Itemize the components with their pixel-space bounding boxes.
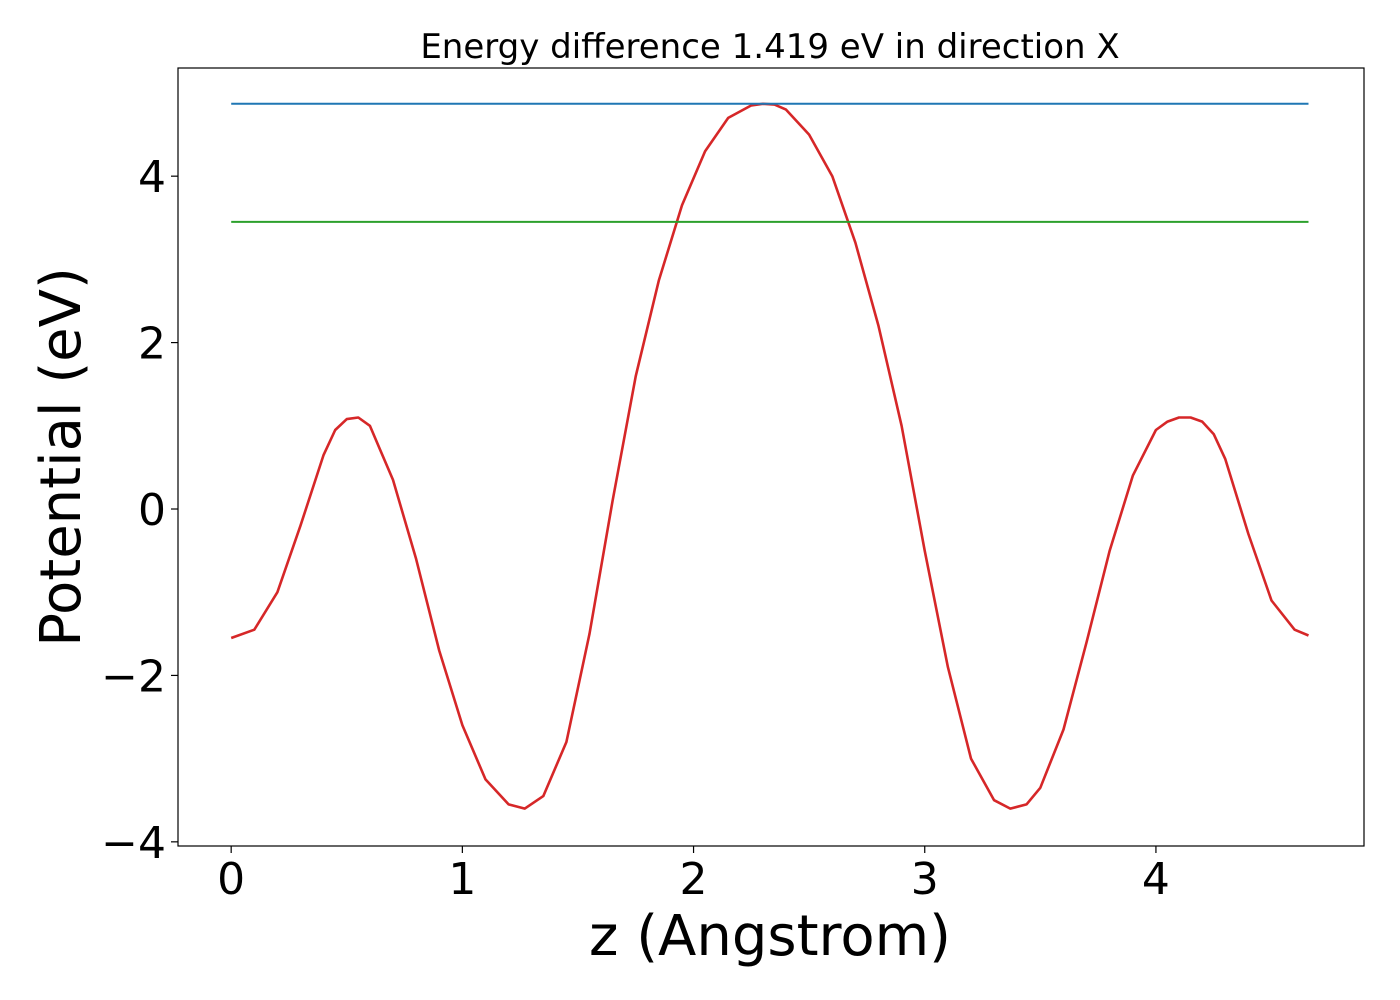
plot-frame (177, 67, 1365, 847)
x-tick-label-3: 3 (911, 854, 939, 905)
y-tick-label-2: 0 (138, 485, 166, 536)
series-layer (230, 102, 1310, 810)
x-axis-label: z (Angstrom) (589, 904, 951, 969)
x-tick-label-0: 0 (217, 854, 245, 905)
x-tick-label-1: 1 (448, 854, 476, 905)
y-tick-label-1: −2 (101, 651, 166, 702)
x-axis-ticks: 0 1 2 3 4 (217, 846, 1170, 905)
series-line-0 (230, 102, 1310, 810)
chart-title: Energy difference 1.419 eV in direction … (420, 27, 1119, 67)
x-tick-label-4: 4 (1142, 854, 1170, 905)
y-axis-label: Potential (eV) (29, 267, 94, 647)
y-tick-label-4: 4 (138, 152, 166, 203)
y-axis-ticks: −4 −2 0 2 4 (101, 152, 178, 869)
x-tick-label-2: 2 (680, 854, 708, 905)
y-tick-label-0: −4 (101, 818, 166, 869)
y-tick-label-3: 2 (138, 319, 166, 370)
